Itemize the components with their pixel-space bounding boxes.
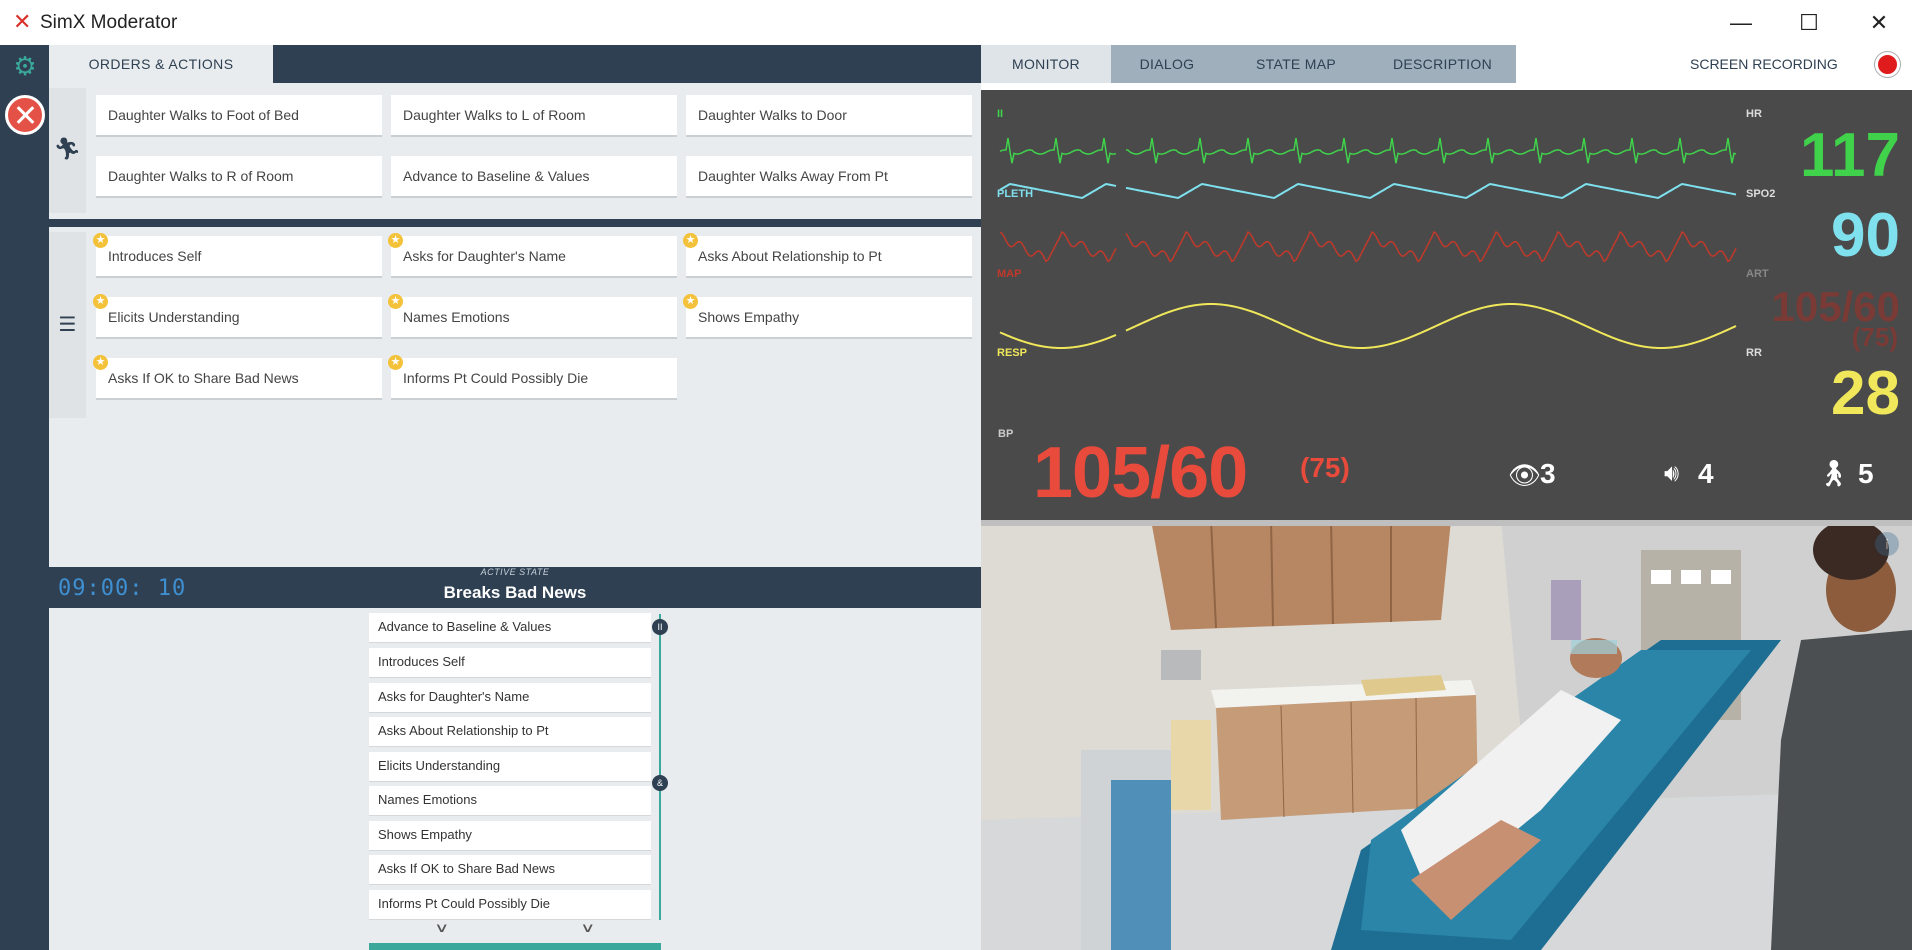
star-icon: ★ xyxy=(388,294,403,309)
state-item[interactable]: Elicits Understanding xyxy=(369,752,651,782)
scenario-timer: 09:00: 10 xyxy=(58,576,187,601)
rr-value: 28 xyxy=(1831,359,1900,428)
chevron-down-icon[interactable]: ∨ xyxy=(434,920,450,935)
record-button-icon[interactable] xyxy=(1875,52,1900,77)
simx-logo-icon: ✕ xyxy=(13,9,32,34)
sound-count: 4 xyxy=(1698,458,1714,489)
left-sidebar xyxy=(0,45,49,950)
state-item[interactable]: Informs Pt Could Possibly Die xyxy=(369,890,651,920)
resp-label: RESP xyxy=(997,347,1027,359)
state-footer-bar xyxy=(369,943,661,950)
eye-icon: 👁︎ xyxy=(1508,460,1542,490)
star-icon: ★ xyxy=(683,294,698,309)
star-icon: ★ xyxy=(683,233,698,248)
end-scenario-button[interactable] xyxy=(5,95,45,135)
walking-person-icon: 🚶︎ xyxy=(1817,458,1851,488)
pleth-waveform xyxy=(999,182,1737,200)
active-state-name: Breaks Bad News xyxy=(443,583,587,602)
action-names-emotions[interactable]: Names Emotions xyxy=(391,297,677,339)
info-icon[interactable]: i xyxy=(1875,532,1899,556)
star-icon: ★ xyxy=(388,355,403,370)
action-daughter-walks-foot-of-bed[interactable]: Daughter Walks to Foot of Bed xyxy=(96,95,382,137)
tab-state-map[interactable]: STATE MAP xyxy=(1223,45,1369,83)
action-daughter-walks-r-of-room[interactable]: Daughter Walks to R of Room xyxy=(96,156,382,198)
tab-orders-actions[interactable]: ORDERS & ACTIONS xyxy=(49,45,273,83)
action-daughter-walks-l-of-room[interactable]: Daughter Walks to L of Room xyxy=(391,95,677,137)
vitals-monitor xyxy=(981,90,1912,520)
speaker-icon: 🔊︎ xyxy=(1664,460,1680,487)
state-item[interactable]: Asks If OK to Share Bad News xyxy=(369,855,651,885)
walk-count: 5 xyxy=(1858,458,1874,489)
art-mean: (75) xyxy=(1851,322,1898,352)
state-item[interactable]: Shows Empathy xyxy=(369,821,651,851)
bp-value: 105/60 xyxy=(1033,433,1248,513)
spo2-value: 90 xyxy=(1831,201,1900,270)
action-elicits-understanding[interactable]: Elicits Understanding xyxy=(96,297,382,339)
pause-node-icon[interactable]: II xyxy=(652,619,668,635)
action-asks-about-relationship[interactable]: Asks About Relationship to Pt xyxy=(686,236,972,278)
action-daughter-walks-away[interactable]: Daughter Walks Away From Pt xyxy=(686,156,972,198)
movement-section-icon-column: 🏃︎ xyxy=(49,88,86,213)
checklist-icon: ☰ xyxy=(58,314,77,336)
resp-waveform xyxy=(999,303,1737,349)
eye-count: 3 xyxy=(1540,458,1556,489)
map-waveform xyxy=(999,230,1737,263)
section-divider xyxy=(49,219,981,227)
ecg-waveform xyxy=(999,137,1737,164)
star-icon: ★ xyxy=(93,233,108,248)
vital-waveforms xyxy=(999,137,1737,349)
active-state-label: ACTIVE STATE xyxy=(480,567,550,577)
art-value: 105/60 xyxy=(1771,283,1900,330)
star-icon: ★ xyxy=(93,294,108,309)
tab-description[interactable]: DESCRIPTION xyxy=(1369,45,1516,83)
checklist-section-icon-column: ☰ xyxy=(49,232,86,418)
hr-label: HR xyxy=(1746,108,1762,120)
settings-gear-icon[interactable]: ⚙ xyxy=(13,51,37,81)
window-title: SimX Moderator xyxy=(40,12,178,33)
state-item[interactable]: Introduces Self xyxy=(369,648,651,678)
state-item[interactable]: Asks for Daughter's Name xyxy=(369,683,651,713)
simulation-scene[interactable] xyxy=(981,520,1912,950)
minimize-button[interactable]: — xyxy=(1730,10,1752,35)
action-daughter-walks-to-door[interactable]: Daughter Walks to Door xyxy=(686,95,972,137)
tab-monitor[interactable]: MONITOR xyxy=(981,45,1111,83)
rr-label: RR xyxy=(1746,347,1762,359)
maximize-button[interactable]: ☐ xyxy=(1799,10,1819,35)
state-item[interactable]: Names Emotions xyxy=(369,786,651,816)
ecg-label: II xyxy=(997,108,1004,120)
tab-dialog[interactable]: DIALOG xyxy=(1111,45,1223,83)
action-advance-to-baseline[interactable]: Advance to Baseline & Values xyxy=(391,156,677,198)
pleth-label: PLETH xyxy=(997,188,1034,200)
bp-label: BP xyxy=(998,428,1014,440)
bp-mean: (75) xyxy=(1300,452,1350,483)
walking-person-icon: 🏃︎ xyxy=(53,136,82,161)
action-shows-empathy[interactable]: Shows Empathy xyxy=(686,297,972,339)
state-timeline-line xyxy=(659,614,661,920)
map-label: MAP xyxy=(997,268,1022,280)
hr-value: 117 xyxy=(1799,121,1900,190)
action-informs-pt-could-die[interactable]: Informs Pt Could Possibly Die xyxy=(391,358,677,400)
art-label: ART xyxy=(1746,268,1769,280)
star-icon: ★ xyxy=(93,355,108,370)
state-item[interactable]: Advance to Baseline & Values xyxy=(369,613,651,643)
spo2-label: SPO2 xyxy=(1746,188,1776,200)
chevron-down-icon[interactable]: ∨ xyxy=(580,920,596,935)
close-window-button[interactable]: ✕ xyxy=(1869,10,1889,35)
action-introduces-self[interactable]: Introduces Self xyxy=(96,236,382,278)
state-item[interactable]: Asks About Relationship to Pt xyxy=(369,717,651,747)
title-bar: ✕ SimX Moderator — ☐ ✕ xyxy=(0,0,1912,45)
action-asks-daughters-name[interactable]: Asks for Daughter's Name xyxy=(391,236,677,278)
and-node-icon[interactable]: & xyxy=(652,775,668,791)
screen-recording-label: SCREEN RECORDING xyxy=(1690,56,1838,72)
active-state-bar xyxy=(49,567,981,608)
star-icon: ★ xyxy=(388,233,403,248)
action-asks-ok-share-bad-news[interactable]: Asks If OK to Share Bad News xyxy=(96,358,382,400)
